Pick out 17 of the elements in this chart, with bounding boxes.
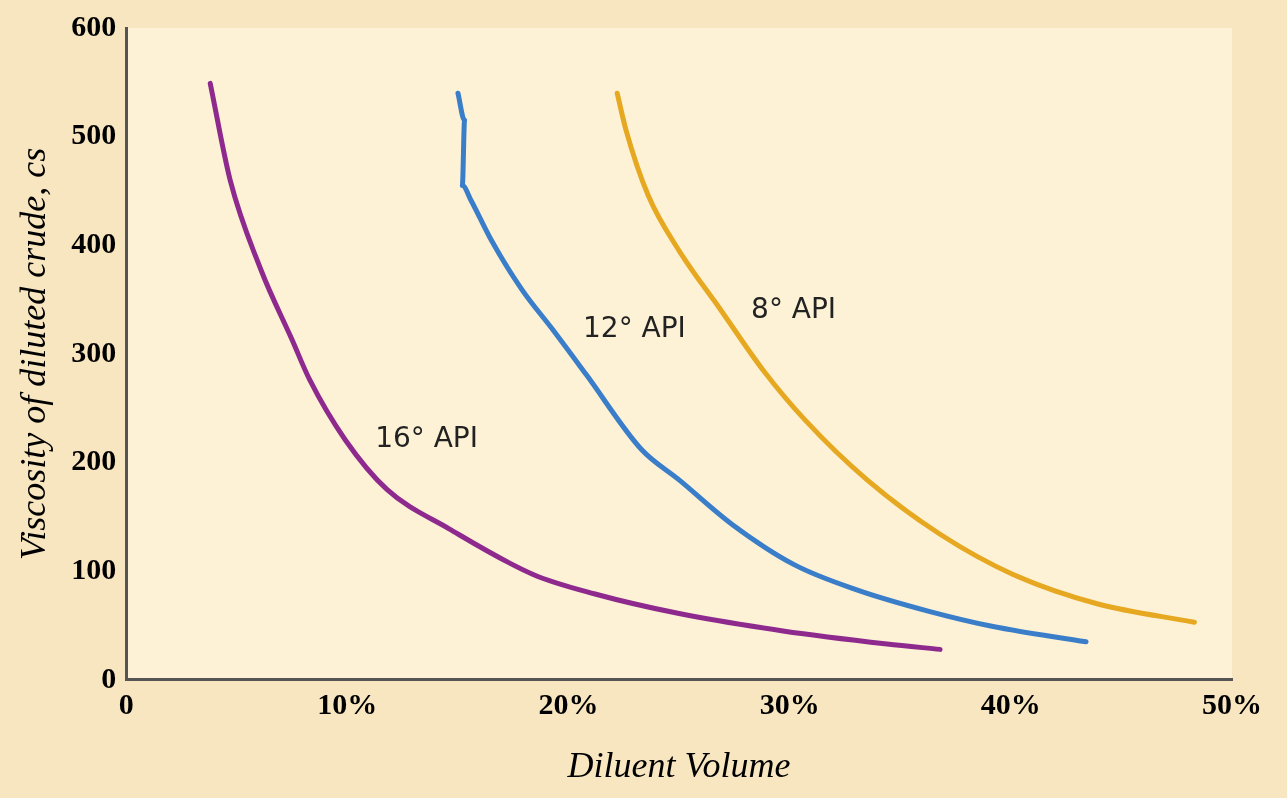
y-tick-label: 300: [71, 334, 117, 368]
y-tick-label: 0: [101, 660, 117, 694]
y-tick-label: 600: [71, 8, 117, 42]
series-label: 16° API: [375, 421, 478, 454]
y-tick-label: 200: [71, 443, 117, 477]
x-tick-label: 30%: [759, 686, 820, 720]
series-label: 8° API: [751, 291, 837, 325]
y-tick-label: 500: [71, 117, 117, 151]
x-tick-label: 10%: [317, 686, 378, 720]
x-tick-label: 50%: [1202, 686, 1262, 720]
y-tick-label: 100: [71, 551, 117, 585]
series-label: 12° API: [583, 311, 686, 345]
y-tick-label: 400: [71, 226, 117, 260]
x-tick-label: 40%: [980, 686, 1041, 720]
x-tick-label: 20%: [538, 686, 599, 720]
x-axis-title: Diluent Volume: [566, 744, 791, 785]
y-axis-title: Viscosity of diluted crude, cs: [13, 147, 54, 561]
